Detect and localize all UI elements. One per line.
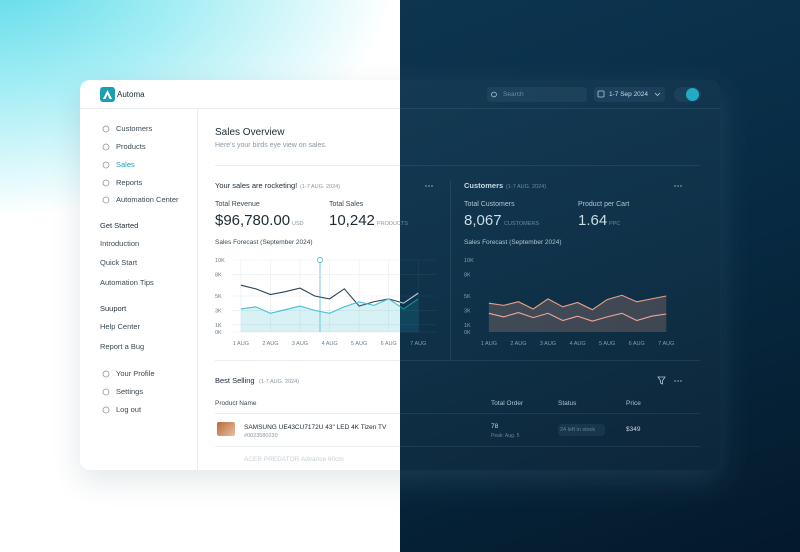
nav-icon bbox=[102, 406, 110, 414]
y-tick-label: 5K bbox=[215, 294, 222, 300]
nav-icon bbox=[102, 370, 110, 378]
section-period: (1-7 AUG. 2024) bbox=[259, 378, 300, 385]
page-subtitle: Here's your birds eye view on sales. bbox=[215, 142, 327, 149]
nav-icon bbox=[102, 196, 110, 204]
y-tick-label: 0K bbox=[215, 330, 222, 336]
nav-item[interactable]: Automation Tips bbox=[100, 278, 154, 287]
area bbox=[240, 298, 419, 332]
card-period: (1-7 AUG. 2024) bbox=[300, 183, 341, 190]
nav-item[interactable]: Products bbox=[116, 142, 146, 151]
metric-unit: USD bbox=[292, 221, 304, 227]
nav-item[interactable]: Introduction bbox=[100, 239, 140, 248]
dark-mode-tint bbox=[400, 0, 800, 552]
x-tick-label: 5 AUG bbox=[351, 341, 367, 347]
nav-icon bbox=[102, 143, 110, 151]
nav-item[interactable]: Reports bbox=[116, 178, 143, 187]
nav-item[interactable]: Settings bbox=[116, 387, 144, 396]
y-tick-label: 10K bbox=[215, 258, 225, 264]
nav-section-title: Get Started bbox=[100, 221, 139, 230]
nav-item[interactable]: Sales bbox=[116, 160, 135, 169]
x-tick-label: 6 AUG bbox=[381, 341, 397, 347]
nav-icon bbox=[102, 388, 110, 396]
column-header: Product Name bbox=[215, 400, 257, 407]
card-title: Your sales are rocketing! bbox=[215, 181, 298, 190]
x-tick-label: 3 AUG bbox=[292, 341, 308, 347]
metric-label: Total Revenue bbox=[215, 201, 260, 208]
y-tick-label: 8K bbox=[215, 272, 222, 278]
nav-icon bbox=[102, 125, 110, 133]
nav-item[interactable]: Your Profile bbox=[116, 369, 155, 378]
product-name: ACER PREDATOR Advance 60cm bbox=[244, 456, 344, 463]
sidebar-divider bbox=[197, 109, 198, 470]
x-tick-label: 2 AUG bbox=[262, 341, 278, 347]
nav-item[interactable]: Automation Center bbox=[116, 195, 179, 204]
section-title: Best Selling bbox=[215, 376, 255, 385]
nav-item[interactable]: Help Center bbox=[100, 322, 141, 331]
product-name: SAMSUNG UE43CU7172U 43" LED 4K Tizen TV bbox=[244, 424, 387, 431]
chart-title: Sales Forecast (September 2024) bbox=[215, 239, 313, 246]
y-tick-label: 3K bbox=[215, 308, 222, 314]
nav-item[interactable]: Report a Bug bbox=[100, 342, 145, 351]
x-tick-label: 1 AUG bbox=[233, 341, 249, 347]
metric-label: Total Sales bbox=[329, 201, 364, 208]
line bbox=[240, 298, 419, 314]
metric-unit: PRODUCTS bbox=[377, 221, 408, 227]
nav-icon bbox=[102, 179, 110, 187]
logo bbox=[100, 87, 115, 102]
metric-value: 10,242 bbox=[329, 212, 375, 229]
product-sku: #0023580230 bbox=[244, 433, 278, 439]
dark-card-surface bbox=[400, 80, 720, 470]
product-image bbox=[217, 422, 235, 436]
y-tick-label: 1K bbox=[215, 323, 222, 329]
x-tick-label: 4 AUG bbox=[321, 341, 337, 347]
nav-item[interactable]: Log out bbox=[116, 405, 142, 414]
app-name: Automa bbox=[117, 90, 145, 99]
nav-item[interactable]: Quick Start bbox=[100, 258, 138, 267]
nav-section-title: Suuport bbox=[100, 304, 127, 313]
page-title: Sales Overview bbox=[215, 127, 285, 138]
nav-icon bbox=[102, 161, 110, 169]
nav-item[interactable]: Customers bbox=[116, 124, 153, 133]
metric-value: $96,780.00 bbox=[215, 212, 291, 229]
